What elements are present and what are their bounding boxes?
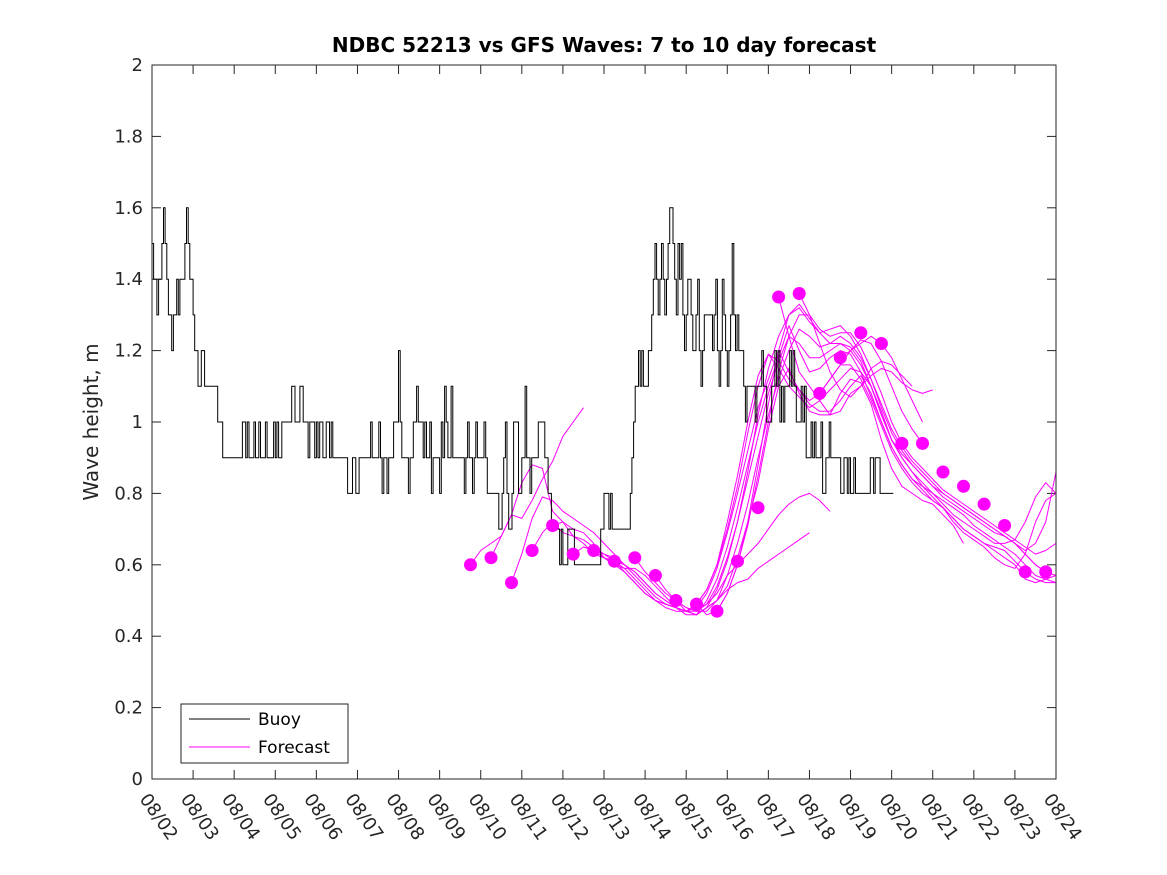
forecast-marker [1039, 565, 1053, 579]
y-tick-label: 0.2 [114, 698, 143, 719]
forecast-marker [1018, 565, 1032, 579]
forecast-line [572, 353, 1057, 612]
forecast-marker [854, 326, 868, 340]
y-tick-label: 0.8 [114, 483, 143, 504]
forecast-marker [957, 479, 970, 493]
legend-forecast-label: Forecast [258, 738, 330, 758]
plot-frame [151, 64, 1057, 780]
forecast-marker [916, 436, 929, 450]
legend: Buoy Forecast [180, 703, 349, 764]
y-axis-label: Wave height, m [79, 343, 103, 500]
forecast-marker [669, 594, 683, 607]
forecast-marker [505, 576, 518, 590]
forecast-marker [648, 569, 662, 582]
forecast-marker [772, 290, 786, 304]
forecast-marker [998, 519, 1012, 532]
forecast-marker [607, 554, 621, 568]
y-tick-label: 0 [132, 769, 143, 790]
forecast-marker [464, 558, 477, 572]
buoy-line-group [152, 207, 894, 566]
plot-area [152, 65, 1056, 779]
forecast-lines [470, 293, 1057, 616]
y-tick-label: 1.8 [114, 126, 143, 147]
forecast-marker [792, 287, 806, 300]
forecast-line [778, 296, 933, 416]
buoy-line [152, 207, 894, 566]
forecast-marker [546, 519, 560, 532]
forecast-line [634, 335, 1057, 612]
forecast-marker [895, 436, 909, 450]
y-tick-label: 1 [132, 412, 143, 433]
legend-box [180, 703, 349, 764]
forecast-marker [936, 465, 950, 479]
forecast-marker [874, 337, 888, 350]
forecast-line [654, 328, 1046, 612]
forecast-line [798, 293, 913, 398]
forecast-line [490, 464, 810, 616]
forecast-markers [464, 287, 1053, 618]
forecast-line [819, 339, 923, 444]
forecast-line [470, 407, 584, 566]
y-tick-label: 1.4 [114, 269, 143, 290]
forecast-marker [710, 604, 724, 618]
forecast-marker [566, 547, 580, 561]
tick-marks [151, 64, 1057, 780]
forecast-marker [751, 501, 765, 515]
y-tick-label: 2 [132, 55, 143, 76]
forecast-line [716, 303, 1057, 612]
y-tick-label: 1.2 [114, 341, 143, 362]
forecast-marker [833, 351, 847, 365]
forecast-marker [731, 554, 744, 568]
y-tick-label: 0.4 [114, 626, 143, 647]
forecast-marker [977, 497, 991, 511]
forecast-line [696, 314, 1057, 616]
forecast-marker [525, 544, 539, 557]
forecast-marker [587, 544, 601, 557]
chart-title: NDBC 52213 vs GFS Waves: 7 to 10 day for… [332, 33, 877, 57]
y-tick-label: 0.6 [114, 555, 143, 576]
legend-buoy-label: Buoy [258, 710, 301, 730]
forecast-marker [813, 386, 827, 400]
forecast-marker [484, 551, 498, 565]
forecast-marker [628, 551, 642, 565]
y-tick-labels: 0 0.2 0.4 0.6 0.8 1 1.2 1.4 1.6 1.8 2 [114, 55, 143, 790]
y-tick-label: 1.6 [114, 198, 143, 219]
forecast-marker [690, 597, 703, 611]
